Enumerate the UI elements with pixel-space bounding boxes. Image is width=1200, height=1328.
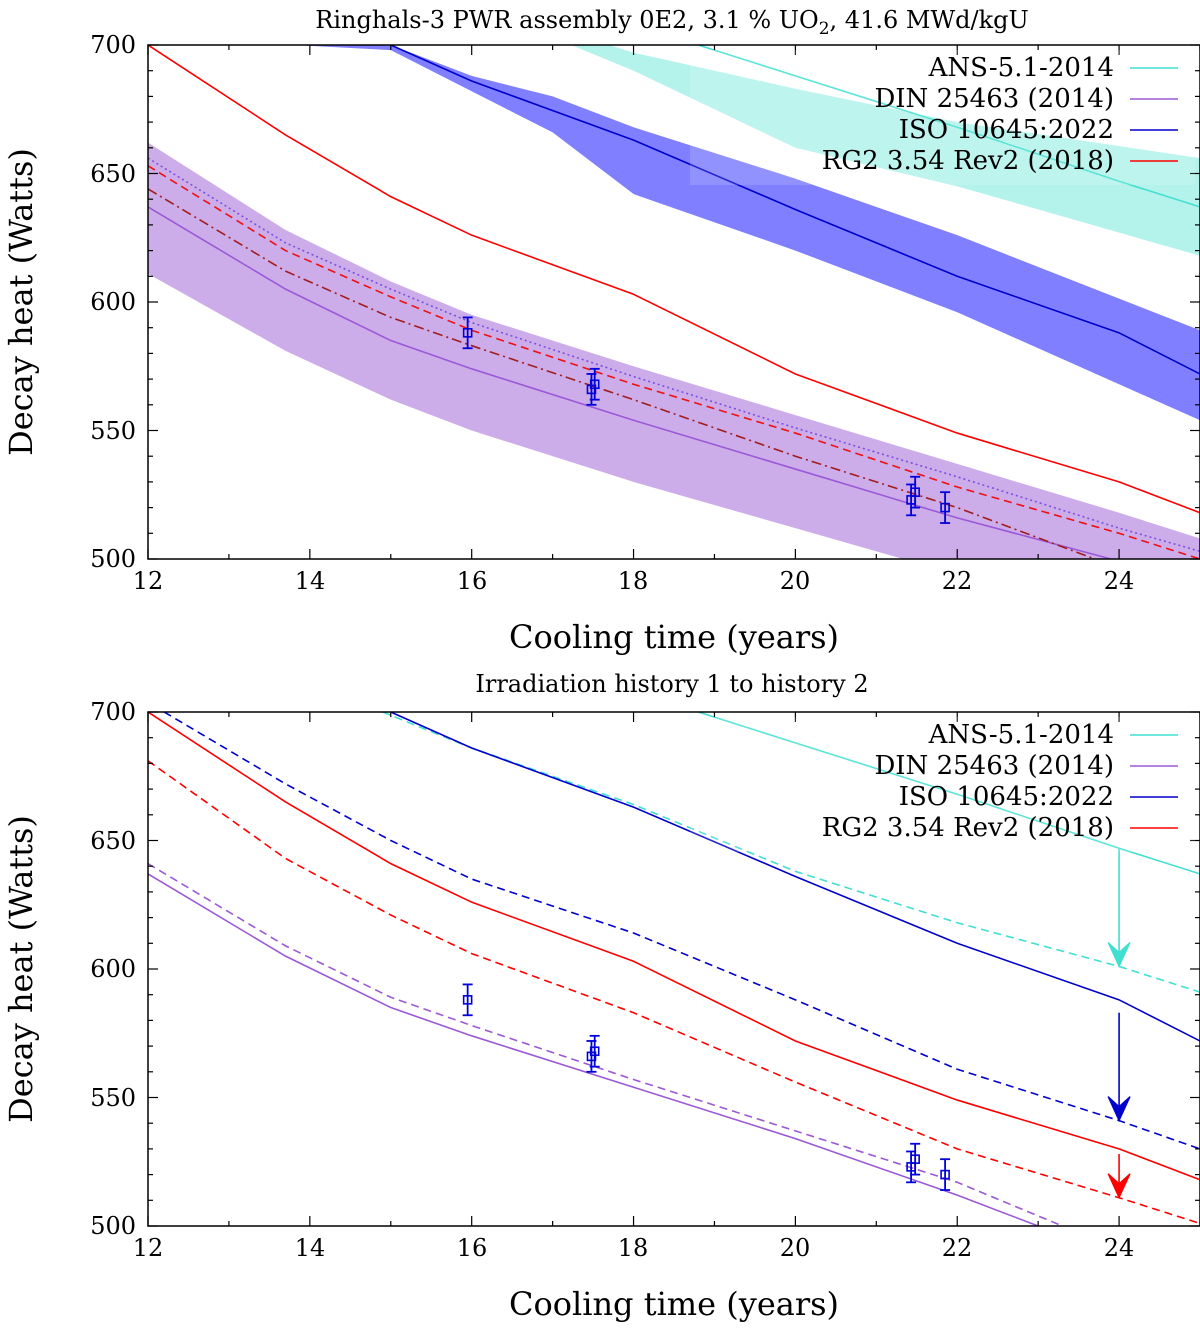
y-tick-labels: 500 550 600 650 700 bbox=[90, 698, 136, 1240]
x-tick-label: 16 bbox=[457, 1234, 488, 1262]
y-tick-label: 550 bbox=[90, 417, 136, 445]
axis-ticks bbox=[147, 44, 1200, 560]
measurement-point bbox=[910, 475, 921, 509]
series-lines bbox=[148, 712, 1200, 1226]
legend-label: ANS-5.1-2014 bbox=[928, 53, 1114, 83]
measurement-point bbox=[910, 1142, 921, 1176]
x-tick-label: 12 bbox=[133, 1234, 164, 1262]
series-line bbox=[148, 206, 1112, 559]
y-tick-label: 550 bbox=[90, 1084, 136, 1112]
arrow-head bbox=[1107, 941, 1131, 968]
uncertainty-band bbox=[571, 45, 1200, 256]
legend-label: ISO 10645:2022 bbox=[899, 115, 1114, 145]
x-tick-label: 20 bbox=[780, 567, 811, 595]
x-tick-labels: 12 14 16 18 20 22 24 bbox=[133, 567, 1135, 595]
x-tick-label: 16 bbox=[457, 567, 488, 595]
x-tick-label: 24 bbox=[1104, 1234, 1135, 1262]
measurement-points bbox=[462, 316, 951, 524]
y-axis-title: Decay heat (Watts) bbox=[2, 815, 40, 1123]
series-line bbox=[148, 712, 1200, 1181]
chart-title: Ringhals-3 PWR assembly 0E2, 3.1 % UO2, … bbox=[315, 6, 1028, 39]
measurement-point bbox=[940, 1158, 951, 1191]
chart-title: Irradiation history 1 to history 2 bbox=[475, 670, 868, 698]
arrow-head bbox=[1107, 1096, 1131, 1123]
measurement-points bbox=[462, 983, 951, 1191]
uncertainty-band bbox=[148, 142, 1200, 559]
legend: ANS-5.1-2014 DIN 25463 (2014) ISO 10645:… bbox=[690, 717, 1195, 852]
x-tick-label: 22 bbox=[942, 1234, 973, 1262]
y-tick-label: 500 bbox=[90, 545, 136, 573]
chart-top: Ringhals-3 PWR assembly 0E2, 3.1 % UO2, … bbox=[2, 6, 1200, 656]
series-line bbox=[390, 712, 1200, 1042]
uncertainty-band bbox=[293, 45, 1200, 421]
y-tick-label: 600 bbox=[90, 955, 136, 983]
series-line bbox=[148, 165, 1200, 559]
y-tick-label: 650 bbox=[90, 827, 136, 855]
x-tick-label: 12 bbox=[133, 567, 164, 595]
series-line bbox=[148, 862, 1063, 1226]
x-tick-label: 14 bbox=[295, 1234, 326, 1262]
legend-label: ANS-5.1-2014 bbox=[928, 720, 1114, 750]
measurement-point bbox=[589, 367, 600, 401]
legend-label: DIN 25463 (2014) bbox=[874, 84, 1114, 114]
x-tick-label: 14 bbox=[295, 567, 326, 595]
measurement-point bbox=[589, 1034, 600, 1068]
y-tick-labels: 500 550 600 650 700 bbox=[90, 31, 136, 573]
y-tick-label: 650 bbox=[90, 160, 136, 188]
series-lines bbox=[148, 45, 1200, 559]
series-line bbox=[148, 760, 1200, 1225]
series-line bbox=[148, 45, 1200, 514]
x-tick-label: 22 bbox=[942, 567, 973, 595]
x-tick-labels: 12 14 16 18 20 22 24 bbox=[133, 1234, 1135, 1262]
measurement-point bbox=[462, 983, 473, 1017]
x-tick-label: 24 bbox=[1104, 567, 1135, 595]
y-tick-label: 700 bbox=[90, 31, 136, 59]
uncertainty-bands bbox=[148, 45, 1200, 559]
legend-label: RG2 3.54 Rev2 (2018) bbox=[822, 813, 1114, 843]
series-line bbox=[698, 712, 1200, 875]
x-axis-title: Cooling time (years) bbox=[509, 618, 839, 656]
chart-bottom: Irradiation history 1 to history 2 12 14… bbox=[2, 670, 1200, 1323]
arrow-head bbox=[1107, 1173, 1131, 1200]
series-line bbox=[148, 157, 1200, 553]
series-line bbox=[698, 45, 1200, 208]
legend-background bbox=[690, 717, 1195, 852]
measurement-point bbox=[462, 316, 473, 350]
legend: ANS-5.1-2014 DIN 25463 (2014) ISO 10645:… bbox=[690, 50, 1195, 185]
legend-background bbox=[690, 50, 1195, 185]
legend-label: ISO 10645:2022 bbox=[899, 782, 1114, 812]
x-tick-label: 18 bbox=[618, 1234, 649, 1262]
x-tick-label: 20 bbox=[780, 1234, 811, 1262]
x-axis-title: Cooling time (years) bbox=[509, 1285, 839, 1323]
x-tick-label: 18 bbox=[618, 567, 649, 595]
series-line bbox=[163, 712, 1200, 1150]
y-axis-title: Decay heat (Watts) bbox=[2, 148, 40, 456]
series-line bbox=[390, 45, 1200, 375]
legend-label: RG2 3.54 Rev2 (2018) bbox=[822, 146, 1114, 176]
axis-ticks bbox=[147, 711, 1200, 1227]
series-line bbox=[148, 188, 1096, 559]
legend-label: DIN 25463 (2014) bbox=[874, 751, 1114, 781]
shift-arrows bbox=[1107, 848, 1131, 1200]
y-tick-label: 700 bbox=[90, 698, 136, 726]
y-tick-label: 600 bbox=[90, 288, 136, 316]
series-line bbox=[148, 873, 1039, 1226]
measurement-point bbox=[940, 491, 951, 524]
y-tick-label: 500 bbox=[90, 1212, 136, 1240]
